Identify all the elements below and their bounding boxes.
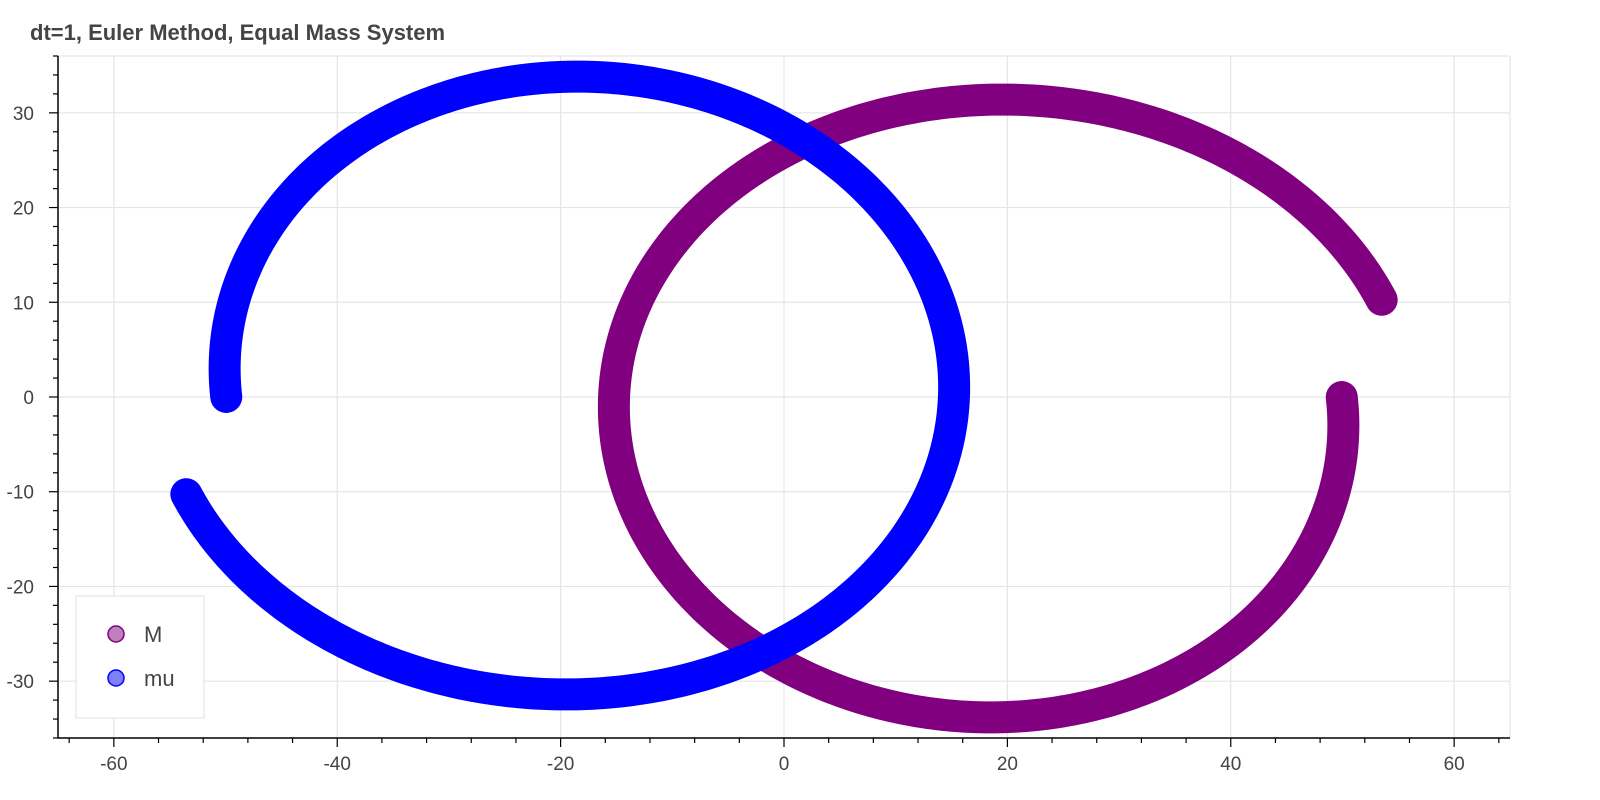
y-tick-label: 30: [13, 104, 34, 125]
x-tick-label: -20: [547, 754, 574, 775]
x-tick-label: 60: [1444, 754, 1465, 775]
y-tick-label: -20: [7, 577, 34, 598]
x-tick-label: -40: [323, 754, 350, 775]
x-tick-label: -60: [100, 754, 127, 775]
legend-box: [75, 595, 205, 719]
x-tick-label: 0: [779, 754, 790, 775]
legend: Mmu: [75, 595, 205, 719]
series-M-trail: [597, 83, 1398, 734]
legend-marker-mu: [107, 669, 125, 687]
x-tick-label: 40: [1220, 754, 1241, 775]
y-tick-label: -10: [7, 483, 34, 504]
legend-marker-M: [107, 625, 125, 643]
series-layer: [170, 60, 1398, 734]
y-tick-label: 20: [13, 199, 34, 220]
y-tick-label: 0: [23, 388, 34, 409]
x-tick-label: 20: [997, 754, 1018, 775]
y-tick-label: -30: [7, 672, 34, 693]
plot-area: -60 -40 -20 0 20 40 60 -30 -20 -10 0 10 20 30 Mmu: [7, 55, 1511, 775]
legend-label-M: M: [144, 622, 162, 647]
axes: -60 -40 -20 0 20 40 60 -30 -20 -10 0 10 20 30: [7, 55, 1510, 775]
chart-title: dt=1, Euler Method, Equal Mass System: [30, 20, 445, 45]
series-mu-trail: [170, 60, 971, 711]
legend-label-mu: mu: [144, 666, 175, 691]
y-tick-label: 10: [13, 293, 34, 314]
